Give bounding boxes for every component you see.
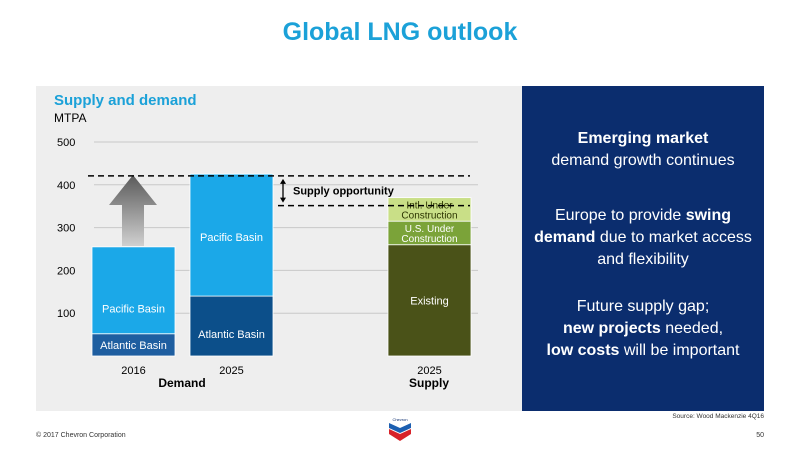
y-tick-label: 200 [57,265,75,277]
page-number: 50 [756,432,764,439]
y-tick-label: 300 [57,223,75,235]
bar-segment [189,173,274,297]
segment-label: Atlantic Basin [198,329,265,341]
bar-segment [387,197,472,222]
chart-title: Supply and demand [54,92,197,109]
x-tick-label: 2025 [417,365,441,377]
segment-label: Construction [401,210,457,221]
y-tick-label: 100 [57,308,75,320]
segment-label: Pacific Basin [200,232,263,244]
message-europe-swing: Europe to provide swing demand due to ma… [534,207,752,268]
y-tick-label: 500 [57,137,75,149]
segment-label: Pacific Basin [102,303,165,315]
bar-segment [91,246,176,335]
slide-title: Global LNG outlook [282,18,518,46]
gap-arrow-head-down-icon [280,197,286,203]
chevron-logo-icon: Chevron [389,417,411,441]
gap-arrow-head-up-icon [280,178,286,184]
copyright: © 2017 Chevron Corporation [36,432,126,439]
message-supply-gap: Future supply gap; new projects needed, … [546,298,740,359]
logo-text: Chevron [392,417,407,422]
y-tick-label: 400 [57,180,75,192]
group-label-demand: Demand [158,376,205,390]
segment-label: Existing [410,295,449,307]
bar-segment [189,295,274,357]
group-label-supply: Supply [409,376,449,390]
source-note: Source: Wood Mackenzie 4Q16 [672,413,764,420]
message-emerging-market: Emerging market demand growth continues [551,130,735,169]
segment-label: U.S. Under [405,224,455,235]
chart-unit: MTPA [54,111,87,125]
supply-opportunity-label: Supply opportunity [293,186,395,198]
x-tick-label: 2025 [219,365,243,377]
key-messages-panel: Emerging market demand growth continues … [522,86,764,411]
bar-segment [387,244,472,357]
segment-label: Construction [401,234,457,245]
x-tick-label: 2016 [121,365,145,377]
segment-label: Atlantic Basin [100,340,167,352]
growth-arrow-icon [109,175,157,246]
